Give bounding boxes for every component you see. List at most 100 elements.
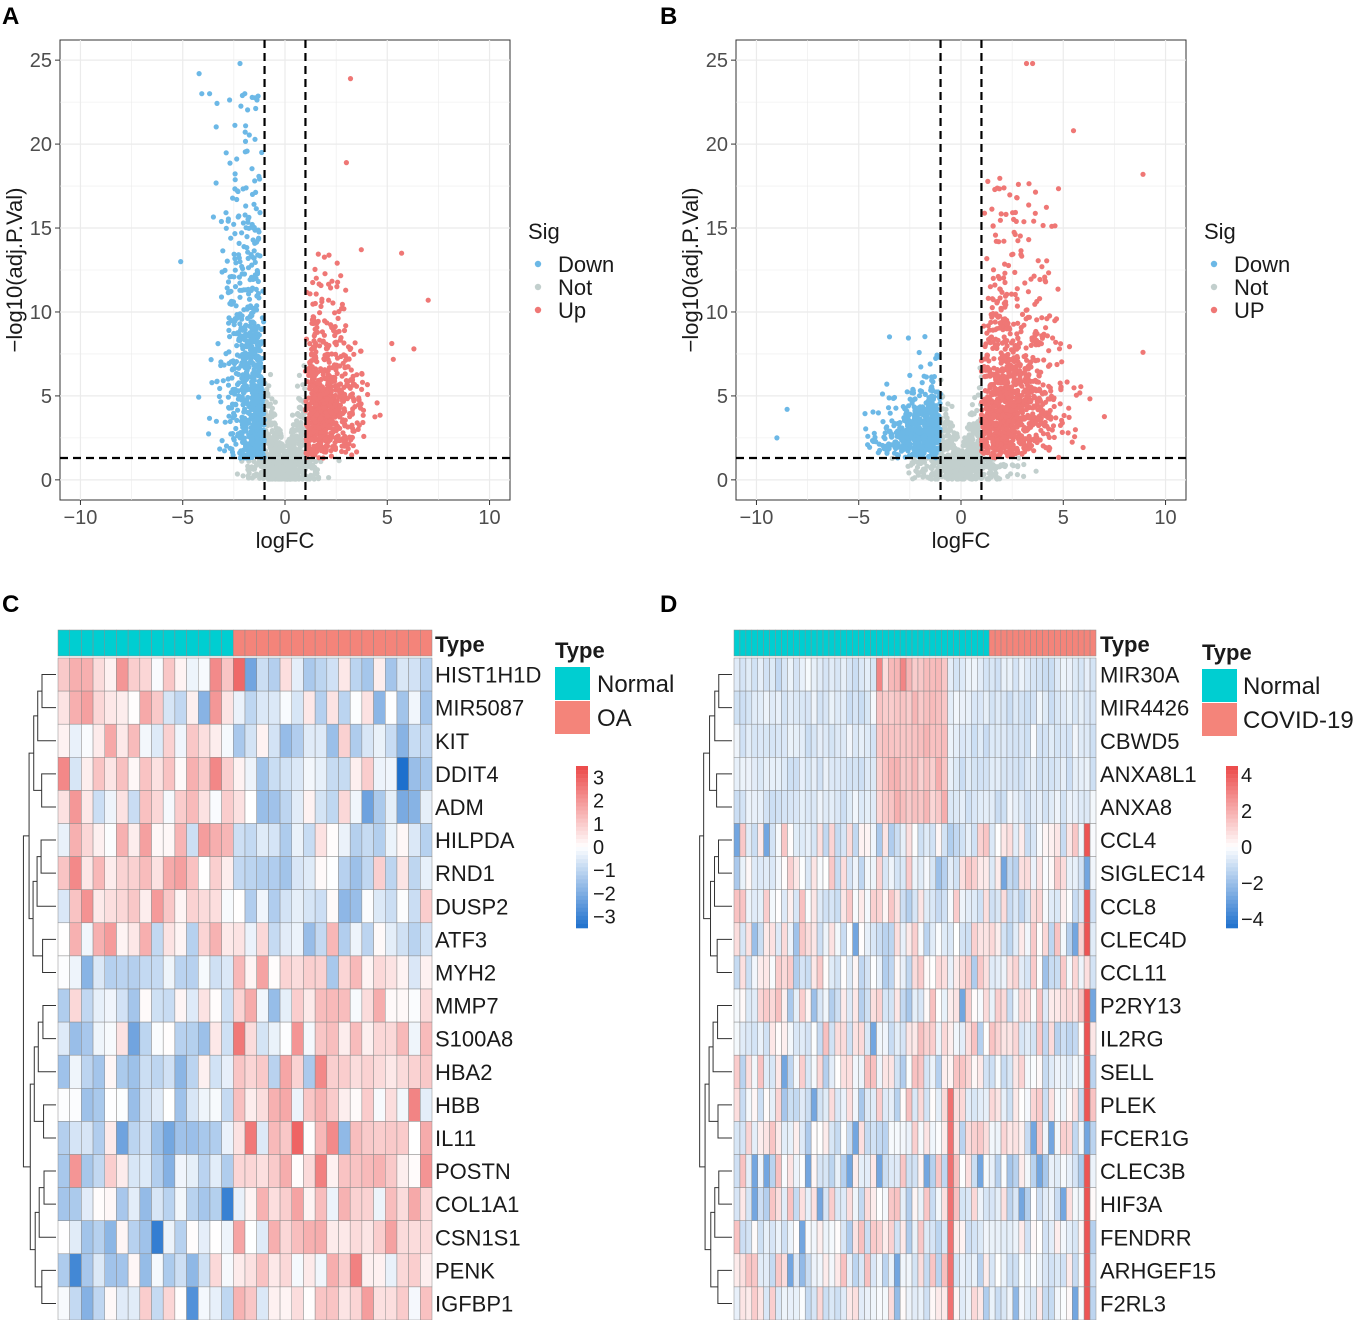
legend-label-up-b: UP — [1234, 298, 1265, 323]
heatmap-cell — [279, 723, 292, 758]
data-point-up — [1059, 417, 1065, 423]
heatmap-cell — [151, 988, 164, 1023]
data-point-not — [273, 465, 279, 471]
data-point-up — [1015, 238, 1021, 244]
heatmap-cell — [186, 856, 199, 890]
data-point-down — [206, 431, 212, 437]
data-point-down — [249, 337, 255, 343]
data-point-not — [288, 475, 294, 481]
heatmap-cell — [420, 657, 433, 692]
heatmap-cell — [303, 790, 316, 824]
heatmap-cell — [221, 988, 234, 1023]
data-point-up — [1028, 384, 1034, 390]
y-tick-label: 0 — [41, 470, 52, 492]
data-point-down — [245, 107, 251, 113]
heatmap-cell — [221, 856, 234, 890]
data-point-down — [921, 373, 927, 379]
heatmap-cell — [92, 922, 105, 957]
data-point-not — [296, 404, 302, 411]
data-point-down — [206, 415, 213, 421]
dendrogram-branch — [41, 773, 56, 808]
data-point-down — [244, 245, 250, 251]
data-point-up — [997, 217, 1004, 223]
legend-label-not-a: Not — [558, 275, 592, 300]
heatmap-cell — [408, 889, 421, 924]
data-point-up — [990, 450, 996, 456]
data-point-down — [249, 343, 255, 349]
heatmap-cell — [244, 757, 257, 791]
annotation-cell — [338, 629, 351, 657]
data-point-not — [942, 423, 948, 430]
data-point-not — [260, 464, 266, 470]
heatmap-cell — [104, 790, 117, 824]
data-point-up — [1023, 345, 1029, 351]
data-point-up — [314, 442, 320, 448]
data-point-up — [1001, 238, 1007, 244]
data-point-down — [223, 443, 230, 449]
data-point-not — [993, 465, 999, 471]
data-point-up — [1034, 379, 1040, 385]
heatmap-cell — [69, 1054, 82, 1089]
heatmap-cell — [268, 823, 281, 857]
data-point-down — [249, 285, 256, 291]
data-point-up — [1028, 276, 1034, 282]
data-point-down — [254, 355, 260, 361]
data-point-down — [232, 267, 238, 273]
heatmap-cell — [233, 922, 246, 957]
heatmap-cell — [268, 988, 281, 1023]
data-point-down — [251, 248, 257, 254]
data-point-down — [245, 409, 251, 416]
data-point-up — [327, 403, 333, 409]
data-point-down — [218, 359, 224, 365]
data-point-not — [264, 413, 270, 419]
data-point-not — [234, 471, 240, 477]
data-point-not — [1033, 468, 1039, 474]
heatmap-cell — [385, 1054, 398, 1089]
data-point-up — [1053, 316, 1060, 322]
dendrogram-branch — [36, 856, 56, 907]
heatmap-cell — [326, 723, 339, 758]
data-point-up — [1030, 60, 1036, 67]
data-point-down — [256, 173, 262, 179]
data-point-up — [311, 395, 318, 401]
heatmap-cell — [373, 757, 386, 791]
data-point-down — [909, 451, 916, 457]
data-point-up — [1054, 361, 1060, 368]
heatmap-cell — [92, 823, 105, 857]
heatmap-cell — [116, 690, 129, 725]
data-point-up — [1010, 210, 1016, 216]
data-point-not — [949, 462, 955, 468]
data-point-not — [945, 401, 951, 407]
data-point-up — [342, 391, 348, 397]
data-point-up — [1008, 392, 1015, 398]
heatmap-cell — [338, 1054, 351, 1089]
data-point-down — [256, 332, 262, 338]
heatmap-cell — [57, 988, 70, 1023]
data-point-down — [253, 385, 259, 391]
data-point-not — [296, 434, 303, 441]
data-point-up — [986, 425, 992, 431]
data-point-down — [862, 411, 868, 417]
data-point-not — [300, 382, 306, 388]
data-point-up — [335, 315, 341, 321]
data-point-down — [178, 259, 184, 265]
heatmap-cell — [408, 657, 421, 692]
heatmap-cell — [420, 889, 433, 924]
heatmap-cell — [92, 1021, 105, 1056]
data-point-up — [312, 419, 318, 425]
legend-swatch-not-b — [1210, 283, 1218, 291]
data-point-down — [244, 338, 250, 344]
heatmap-cell — [385, 988, 398, 1023]
heatmap-cell — [139, 988, 152, 1023]
heatmap-cell — [174, 690, 187, 725]
data-point-up — [364, 382, 370, 388]
data-point-down — [912, 420, 918, 426]
heatmap-cell — [151, 1021, 164, 1056]
data-point-not — [304, 476, 310, 482]
data-point-up — [1053, 415, 1059, 421]
data-point-down — [232, 231, 238, 237]
heatmap-cell — [279, 922, 292, 957]
heatmap-cell — [314, 988, 328, 1023]
heatmap-cell — [373, 723, 386, 758]
data-point-up — [1046, 348, 1052, 354]
